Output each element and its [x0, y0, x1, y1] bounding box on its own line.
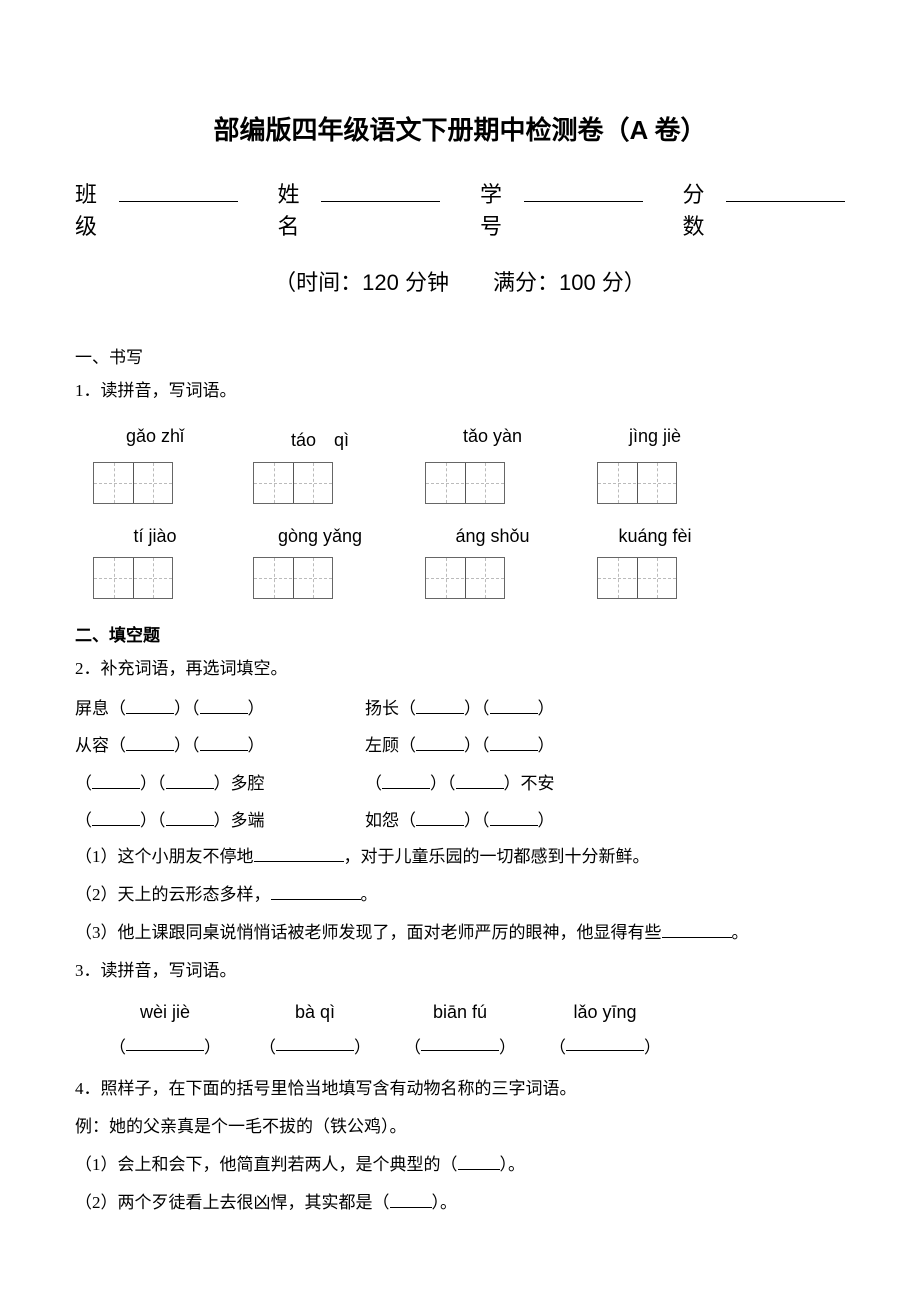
idiom-block: 屏息（）（） 扬长（）（） 从容（）（） 左顾（）（） （）（）多腔 （）（）不…: [75, 690, 845, 950]
idiom-blank[interactable]: [416, 808, 464, 826]
section2-heading: 二、填空题: [75, 621, 845, 646]
pinyin-cell: tǎo yàn: [405, 426, 580, 452]
pinyin-cell: kuáng fèi: [580, 526, 730, 547]
idiom-blank[interactable]: [490, 808, 538, 826]
q4-sub1: （1）会上和会下，他简直判若两人，是个典型的（）。: [75, 1148, 845, 1182]
section1-heading: 一、书写: [75, 343, 845, 368]
idiom-blank[interactable]: [382, 771, 430, 789]
pinyin-cell: táo qì: [235, 426, 405, 452]
idiom-blank[interactable]: [416, 733, 464, 751]
idiom-blank[interactable]: [166, 771, 214, 789]
paren-blank-cell: （）: [385, 1033, 535, 1058]
tianzi-box[interactable]: [597, 557, 677, 599]
paren-blank-cell: （）: [75, 1033, 245, 1058]
pinyin-cell: lǎo yīng: [535, 1002, 675, 1023]
answer-blank[interactable]: [276, 1033, 354, 1051]
pinyin-cell: wèi jiè: [75, 1002, 245, 1023]
answer-blank[interactable]: [126, 1033, 204, 1051]
q3-blank-row: （） （） （） （）: [75, 1033, 845, 1058]
tianzi-box[interactable]: [425, 462, 505, 504]
idiom-text: 屏息: [75, 699, 109, 718]
idiom-blank[interactable]: [126, 696, 174, 714]
idiom-blank[interactable]: [126, 733, 174, 751]
idiom-blank[interactable]: [456, 771, 504, 789]
idiom-text: 左顾: [365, 736, 399, 755]
q2-sub2: （2）天上的云形态多样，。: [75, 878, 845, 912]
fill-blank[interactable]: [254, 844, 344, 862]
fill-blank[interactable]: [662, 920, 732, 938]
idiom-row: 从容（）（） 左顾（）（）: [75, 727, 845, 764]
pinyin-row-2: tí jiào gòng yǎng áng shǒu kuáng fèi: [75, 526, 845, 547]
pinyin-cell: jìng jiè: [580, 426, 730, 452]
sid-blank[interactable]: [524, 179, 643, 202]
student-info-row: 班级 姓名 学号 分数: [75, 177, 845, 241]
tianzi-box[interactable]: [93, 462, 173, 504]
idiom-blank[interactable]: [416, 696, 464, 714]
class-label: 班级: [75, 177, 119, 241]
paren-blank-cell: （）: [245, 1033, 385, 1058]
tianzi-box[interactable]: [253, 462, 333, 504]
q2-label: 2．补充词语，再选词填空。: [75, 652, 845, 686]
tianzi-box[interactable]: [597, 462, 677, 504]
q3-label: 3．读拼音，写词语。: [75, 954, 845, 988]
timing-info: （时间：120 分钟 满分：100 分）: [75, 265, 845, 297]
answer-blank[interactable]: [566, 1033, 644, 1051]
q4-label: 4．照样子，在下面的括号里恰当地填写含有动物名称的三字词语。: [75, 1072, 845, 1106]
tianzi-row-2: [75, 557, 845, 599]
idiom-row: （）（）多腔 （）（）不安: [75, 765, 845, 802]
sid-label: 学号: [480, 177, 524, 241]
name-field: 姓名: [278, 177, 441, 241]
score-field: 分数: [683, 177, 846, 241]
name-label: 姓名: [278, 177, 322, 241]
idiom-row: （）（）多端 如怨（）（）: [75, 802, 845, 839]
class-field: 班级: [75, 177, 238, 241]
q4-example: 例：她的父亲真是个一毛不拔的（铁公鸡）。: [75, 1110, 845, 1144]
idiom-text: 不安: [521, 774, 555, 793]
tianzi-box[interactable]: [253, 557, 333, 599]
answer-blank[interactable]: [390, 1190, 432, 1208]
idiom-text: 多腔: [231, 774, 265, 793]
idiom-text: 扬长: [365, 699, 399, 718]
idiom-blank[interactable]: [166, 808, 214, 826]
fill-blank[interactable]: [271, 882, 361, 900]
idiom-blank[interactable]: [490, 696, 538, 714]
class-blank[interactable]: [119, 179, 238, 202]
idiom-blank[interactable]: [200, 696, 248, 714]
pinyin-cell: áng shǒu: [405, 526, 580, 547]
q2-sub3: （3）他上课跟同桌说悄悄话被老师发现了，面对老师严厉的眼神，他显得有些。: [75, 916, 845, 950]
q2-sub1: （1）这个小朋友不停地，对于儿童乐园的一切都感到十分新鲜。: [75, 840, 845, 874]
idiom-blank[interactable]: [92, 808, 140, 826]
pinyin-cell: gòng yǎng: [235, 526, 405, 547]
score-blank[interactable]: [726, 179, 845, 202]
idiom-blank[interactable]: [490, 733, 538, 751]
idiom-text: 多端: [231, 811, 265, 830]
q1-label: 1．读拼音，写词语。: [75, 374, 845, 408]
paren-blank-cell: （）: [535, 1033, 675, 1058]
pinyin-cell: gǎo zhǐ: [75, 426, 235, 452]
idiom-text: 如怨: [365, 811, 399, 830]
pinyin-cell: tí jiào: [75, 526, 235, 547]
name-blank[interactable]: [321, 179, 440, 202]
tianzi-box[interactable]: [93, 557, 173, 599]
idiom-blank[interactable]: [200, 733, 248, 751]
answer-blank[interactable]: [421, 1033, 499, 1051]
idiom-row: 屏息（）（） 扬长（）（）: [75, 690, 845, 727]
exam-page: 部编版四年级语文下册期中检测卷（A 卷） 班级 姓名 学号 分数 （时间：120…: [0, 0, 920, 1284]
answer-blank[interactable]: [458, 1152, 500, 1170]
q3-pinyin-row: wèi jiè bà qì biān fú lǎo yīng: [75, 1002, 845, 1023]
pinyin-cell: bà qì: [245, 1002, 385, 1023]
pinyin-row-1: gǎo zhǐ táo qì tǎo yàn jìng jiè: [75, 426, 845, 452]
pinyin-cell: biān fú: [385, 1002, 535, 1023]
sid-field: 学号: [480, 177, 643, 241]
tianzi-box[interactable]: [425, 557, 505, 599]
score-label: 分数: [683, 177, 727, 241]
q4-sub2: （2）两个歹徒看上去很凶悍，其实都是（）。: [75, 1186, 845, 1220]
idiom-blank[interactable]: [92, 771, 140, 789]
page-title: 部编版四年级语文下册期中检测卷（A 卷）: [75, 110, 845, 147]
idiom-text: 从容: [75, 736, 109, 755]
tianzi-row-1: [75, 462, 845, 504]
